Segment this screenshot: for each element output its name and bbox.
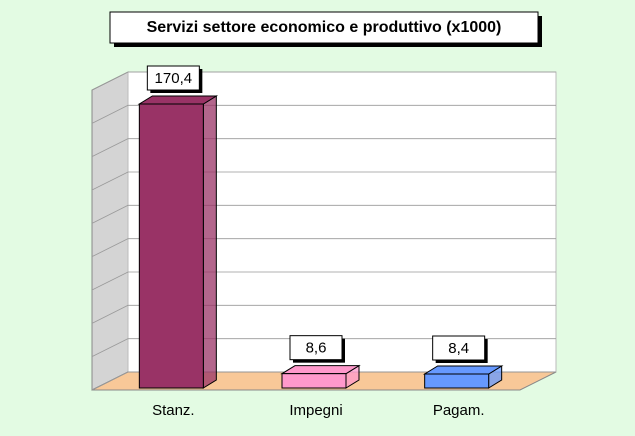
value-label-box xyxy=(432,335,486,361)
grid-line xyxy=(91,204,556,224)
grid-line xyxy=(91,371,556,391)
grid-line xyxy=(91,271,556,291)
grid-line xyxy=(91,104,556,124)
value-label: 8,6 xyxy=(306,340,327,357)
bar-top xyxy=(422,365,504,375)
bar xyxy=(424,373,490,389)
grid-line xyxy=(91,238,556,258)
value-label-box xyxy=(289,335,343,361)
bar-top xyxy=(137,95,219,105)
bar xyxy=(138,103,204,389)
bar-top xyxy=(280,365,361,375)
value-label: 8,4 xyxy=(448,340,469,357)
grid-line xyxy=(91,138,556,158)
grid-line xyxy=(91,171,556,191)
title-box xyxy=(109,11,539,44)
side-wall xyxy=(91,71,129,391)
x-tick-label: Impegni xyxy=(289,402,342,419)
x-tick-label: Pagam. xyxy=(433,402,485,419)
x-tick-label: Stanz. xyxy=(152,402,195,419)
grid-line xyxy=(91,304,556,324)
value-label: 170,4 xyxy=(155,70,193,87)
bar xyxy=(281,373,347,389)
bar-side xyxy=(202,95,217,389)
value-label-box xyxy=(146,65,200,91)
grid-line xyxy=(91,71,556,91)
chart-title: Servizi settore economico e produttivo (… xyxy=(147,19,502,36)
grid-line xyxy=(91,338,556,358)
